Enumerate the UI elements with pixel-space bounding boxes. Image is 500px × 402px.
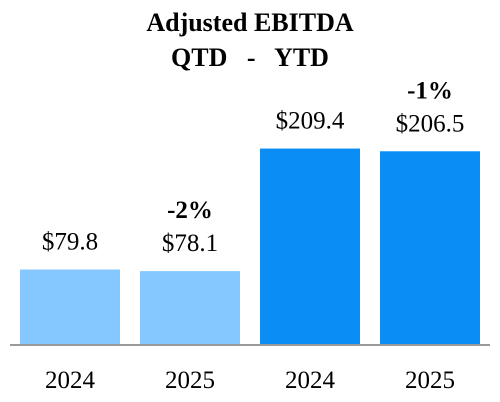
value-label-3: $209.4 [276,108,345,135]
x-tick-label-2: 2025 [165,367,215,394]
x-tick-label-4: 2025 [405,367,455,394]
change-label-1: -2% [167,197,213,224]
x-tick-label-1: 2024 [45,367,96,394]
chart-title: Adjusted EBITDA [146,8,354,37]
x-tick-label-3: 2024 [285,367,336,394]
value-label-4: $206.5 [396,110,465,137]
bar-4 [380,151,480,344]
bar-3 [260,148,360,344]
bar-2 [140,271,240,344]
change-label-2: -1% [407,77,453,104]
bar-1 [20,269,120,344]
value-label-2: $78.1 [162,230,218,257]
chart-subtitle: QTD - YTD [171,43,329,72]
value-label-1: $79.8 [42,229,98,256]
